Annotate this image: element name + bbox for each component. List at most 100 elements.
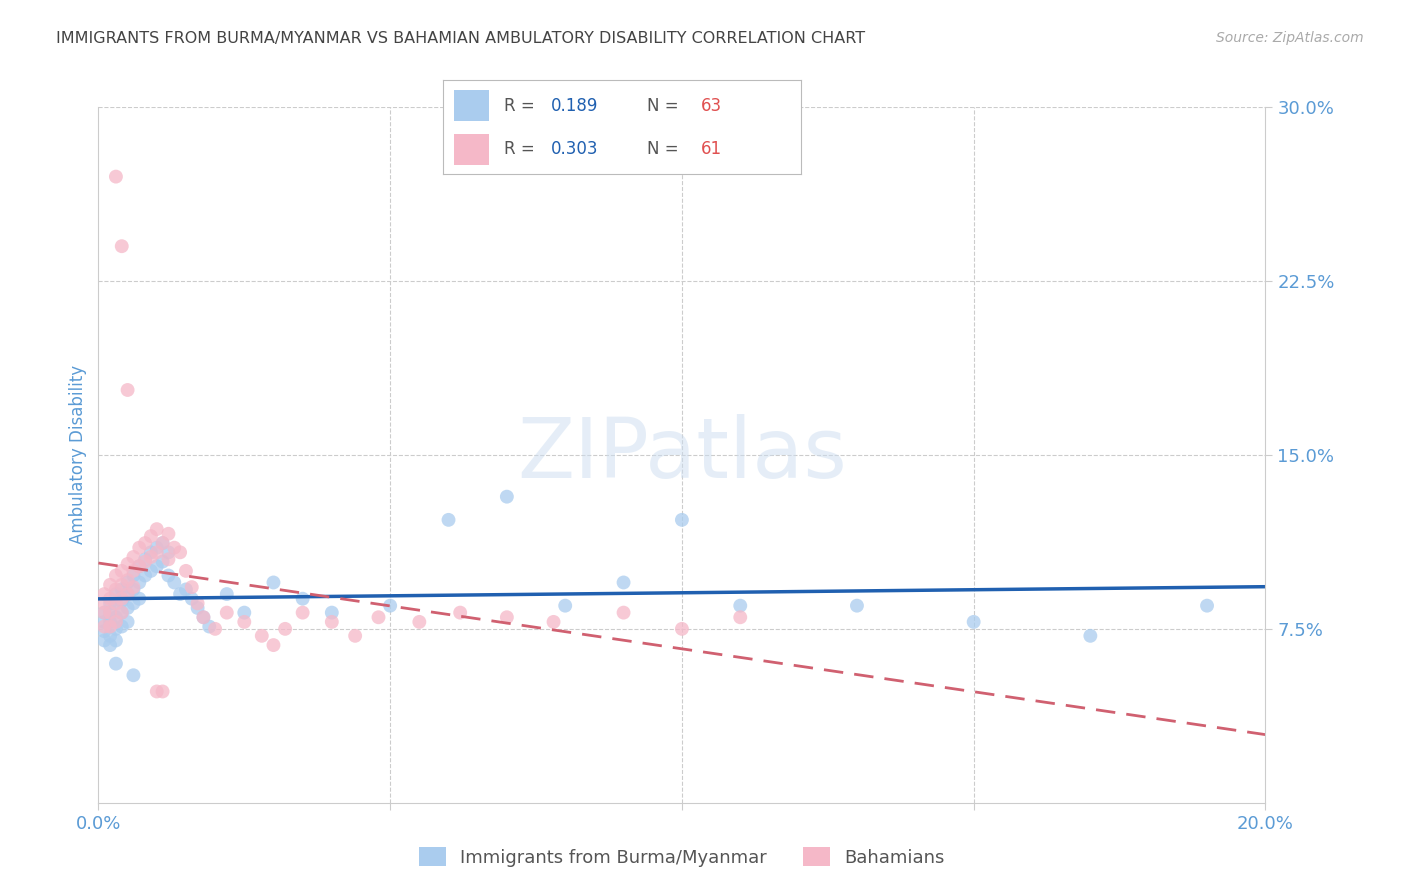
Point: [612, 575, 634, 590]
Point: [104, 582, 127, 597]
Point: [122, 564, 145, 578]
Point: [104, 596, 127, 610]
Point: [93, 596, 115, 610]
Point: [111, 582, 134, 597]
Point: [169, 545, 191, 559]
Point: [157, 545, 180, 559]
Point: [122, 582, 145, 597]
Point: [117, 557, 139, 571]
Point: [152, 555, 174, 569]
Point: [146, 684, 169, 698]
Point: [104, 610, 127, 624]
Point: [98, 629, 121, 643]
Text: ZIPatlas: ZIPatlas: [517, 415, 846, 495]
Point: [111, 619, 134, 633]
Point: [146, 545, 169, 559]
Point: [134, 552, 156, 566]
Text: 61: 61: [702, 140, 723, 158]
Point: [233, 606, 256, 620]
Point: [93, 606, 115, 620]
Point: [157, 552, 180, 566]
Point: [250, 629, 273, 643]
Text: Source: ZipAtlas.com: Source: ZipAtlas.com: [1216, 31, 1364, 45]
Point: [128, 591, 150, 606]
Point: [728, 610, 751, 624]
Point: [93, 624, 115, 639]
Point: [146, 559, 169, 574]
Point: [845, 599, 868, 613]
Point: [146, 522, 169, 536]
Point: [193, 610, 215, 624]
Point: [543, 615, 565, 629]
Point: [198, 619, 221, 633]
Point: [122, 568, 145, 582]
Point: [104, 615, 127, 629]
Point: [169, 587, 191, 601]
Point: [98, 606, 121, 620]
Point: [378, 599, 402, 613]
Point: [93, 615, 115, 629]
Point: [449, 606, 471, 620]
Point: [111, 594, 134, 608]
Point: [139, 564, 162, 578]
Point: [139, 549, 162, 564]
Point: [157, 568, 180, 582]
Point: [111, 578, 134, 592]
Point: [117, 601, 139, 615]
Point: [111, 606, 134, 620]
Point: [152, 536, 174, 550]
Point: [408, 615, 430, 629]
Point: [117, 573, 139, 587]
Point: [117, 575, 139, 590]
Point: [204, 622, 226, 636]
Point: [262, 575, 284, 590]
Point: [291, 606, 314, 620]
Point: [163, 575, 186, 590]
Point: [122, 580, 145, 594]
Point: [139, 529, 162, 543]
Point: [728, 599, 751, 613]
Point: [495, 610, 517, 624]
Point: [215, 587, 238, 601]
Point: [93, 633, 115, 648]
Point: [321, 615, 343, 629]
Point: [157, 526, 180, 541]
Point: [262, 638, 284, 652]
Point: [98, 615, 121, 629]
Text: 63: 63: [702, 96, 723, 114]
Point: [152, 684, 174, 698]
Point: [117, 587, 139, 601]
Y-axis label: Ambulatory Disability: Ambulatory Disability: [69, 366, 87, 544]
Bar: [454, 134, 489, 164]
Point: [187, 601, 209, 615]
Text: R =: R =: [503, 140, 540, 158]
Point: [187, 596, 209, 610]
Text: N =: N =: [647, 96, 685, 114]
Point: [111, 564, 134, 578]
Point: [128, 575, 150, 590]
Point: [134, 536, 156, 550]
Point: [146, 541, 169, 555]
Text: N =: N =: [647, 140, 685, 158]
Point: [117, 587, 139, 601]
Point: [495, 490, 517, 504]
Point: [612, 606, 634, 620]
Point: [1080, 629, 1102, 643]
Point: [134, 568, 156, 582]
Bar: [454, 89, 489, 120]
Legend: Immigrants from Burma/Myanmar, Bahamians: Immigrants from Burma/Myanmar, Bahamians: [412, 840, 952, 874]
Point: [962, 615, 984, 629]
Point: [1195, 599, 1218, 613]
Point: [367, 610, 389, 624]
Point: [163, 541, 186, 555]
Point: [122, 668, 145, 682]
Point: [111, 239, 134, 253]
Point: [291, 591, 314, 606]
Point: [180, 580, 202, 594]
Point: [111, 606, 134, 620]
Text: 0.303: 0.303: [551, 140, 598, 158]
Point: [554, 599, 576, 613]
Point: [98, 638, 121, 652]
Point: [93, 606, 115, 620]
Point: [93, 587, 115, 601]
